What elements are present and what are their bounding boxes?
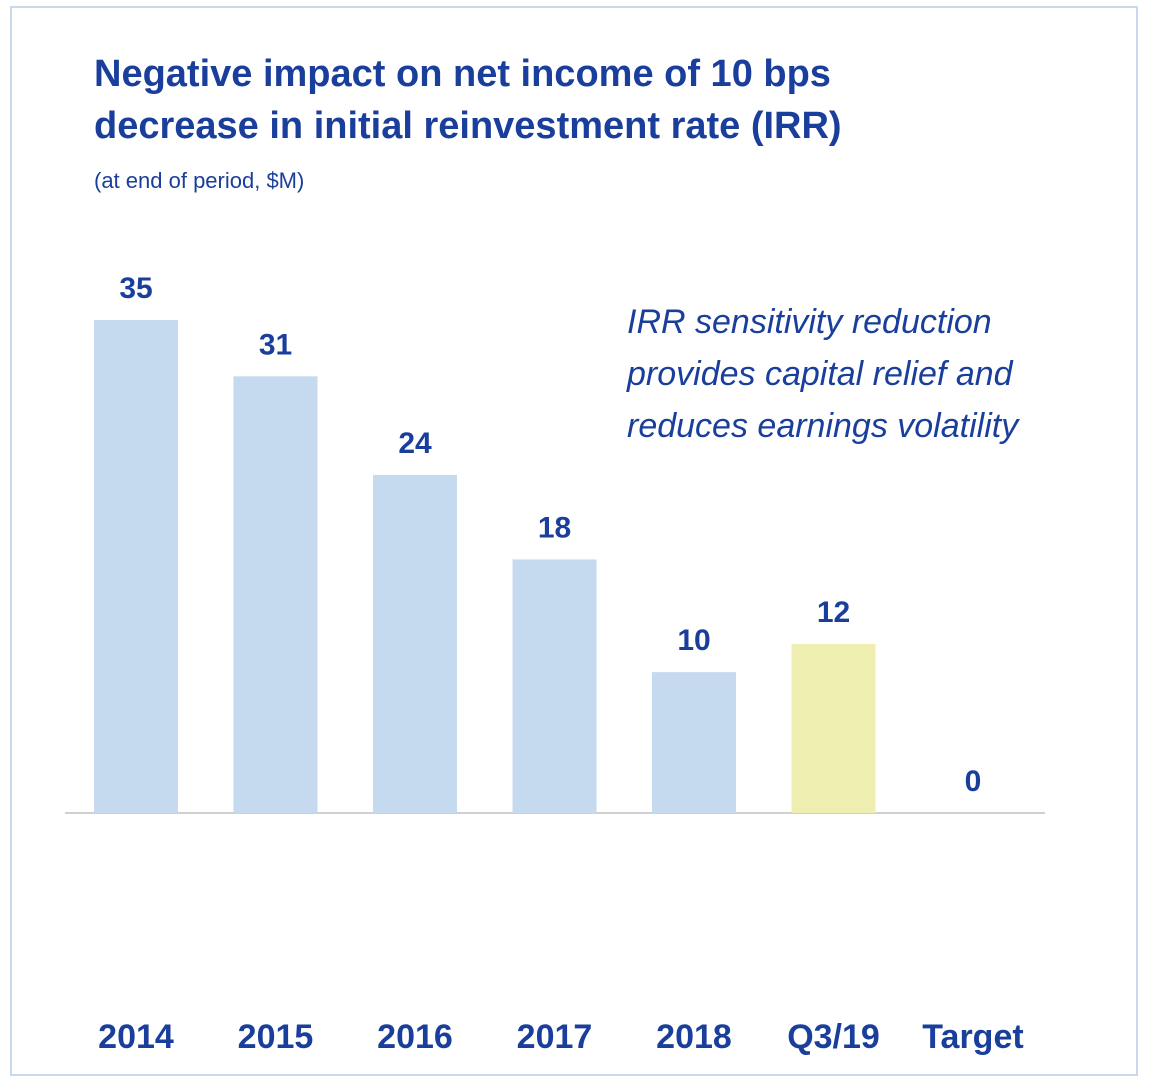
x-tick-label: 2018 [656,1018,732,1056]
value-label: 31 [259,328,292,361]
value-label: 18 [538,511,571,544]
annotation: provides capital relief and [626,355,1014,393]
chart-subtitle: (at end of period, $M) [94,168,305,193]
value-label: 24 [398,427,432,460]
value-label: 10 [677,624,710,657]
bar [512,559,597,813]
bar [791,643,876,813]
value-label: 12 [817,596,850,629]
value-label: 0 [965,765,982,798]
x-tick-label: Target [922,1018,1023,1056]
annotation: reduces earnings volatility [627,407,1020,445]
bar [652,672,736,813]
bar [94,320,178,813]
x-tick-label: Q3/19 [787,1018,880,1056]
x-tick-label: 2014 [98,1018,174,1056]
x-tick-label: 2017 [517,1018,593,1056]
x-tick-label: 2015 [238,1018,314,1056]
frame [10,6,1138,1076]
bar [233,376,318,813]
bar [373,474,457,813]
annotation: IRR sensitivity reduction [627,303,992,341]
chart-title: Negative impact on net income of 10 bps … [94,53,842,147]
x-tick-label: 2016 [377,1018,453,1056]
value-label: 35 [119,272,152,305]
